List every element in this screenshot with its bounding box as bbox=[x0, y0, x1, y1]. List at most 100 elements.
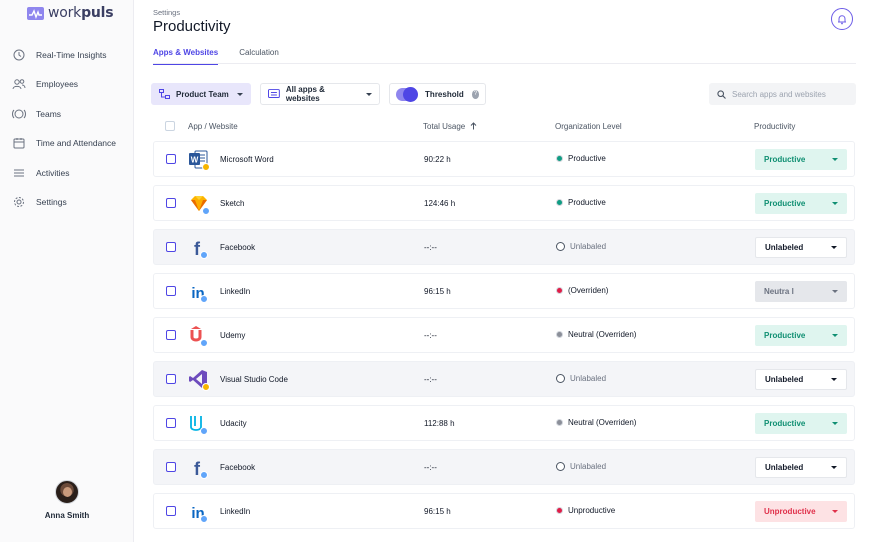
apps-list-icon bbox=[268, 89, 280, 98]
chevron-down-icon bbox=[831, 246, 837, 249]
row-checkbox[interactable] bbox=[166, 242, 176, 252]
total-usage: 96:15 h bbox=[424, 507, 451, 516]
vscode-icon bbox=[188, 369, 210, 391]
app-name: LinkedIn bbox=[220, 507, 251, 516]
apps-filter-select[interactable]: All apps & websites bbox=[260, 83, 380, 105]
breadcrumb[interactable]: Settings bbox=[153, 8, 181, 17]
chevron-down-icon bbox=[832, 158, 838, 161]
chevron-down-icon bbox=[831, 466, 837, 469]
status-dot bbox=[556, 462, 565, 471]
row-checkbox[interactable] bbox=[166, 462, 176, 472]
row-checkbox[interactable] bbox=[166, 154, 176, 164]
notifications-button[interactable] bbox=[831, 8, 853, 30]
table-row: Visual Studio Code --:-- Unlabaled Unlab… bbox=[153, 361, 855, 397]
org-level: Unlabaled bbox=[556, 242, 606, 251]
threshold-control: Threshold ? bbox=[389, 83, 486, 105]
team-icon bbox=[159, 89, 170, 99]
sidebar-item-label: Real-Time Insights bbox=[36, 49, 107, 60]
status-dot bbox=[556, 507, 563, 514]
linkedin-icon: in bbox=[188, 501, 210, 523]
productivity-select[interactable]: Productive bbox=[755, 149, 847, 170]
list-icon bbox=[12, 166, 26, 180]
threshold-toggle[interactable] bbox=[396, 86, 419, 102]
productivity-select[interactable]: Unproductive bbox=[755, 501, 847, 522]
sidebar-item-activities[interactable]: Activities bbox=[0, 158, 134, 188]
calendar-icon bbox=[12, 136, 26, 150]
search-input[interactable] bbox=[732, 89, 842, 99]
row-checkbox[interactable] bbox=[166, 418, 176, 428]
select-all-checkbox[interactable] bbox=[165, 121, 175, 131]
sidebar-item-real-time-insights[interactable]: Real-Time Insights bbox=[0, 40, 134, 70]
app-name: Facebook bbox=[220, 463, 256, 472]
org-level: Unlabaled bbox=[556, 462, 606, 471]
chevron-down-icon bbox=[832, 334, 838, 337]
chevron-down-icon bbox=[832, 202, 838, 205]
productivity-select[interactable]: Productive bbox=[755, 413, 847, 434]
workpuls-logo[interactable]: workpuls bbox=[27, 4, 114, 22]
sidebar-item-settings[interactable]: Settings bbox=[0, 188, 134, 218]
chevron-down-icon bbox=[831, 378, 837, 381]
productivity-select[interactable]: Neutra l bbox=[755, 281, 847, 302]
udacity-icon bbox=[188, 413, 210, 435]
threshold-label: Threshold bbox=[425, 89, 464, 99]
search-box bbox=[709, 83, 856, 105]
sidebar-item-employees[interactable]: Employees bbox=[0, 70, 134, 100]
user-profile[interactable]: Anna Smith bbox=[0, 480, 134, 520]
apps-filter-label: All apps & websites bbox=[285, 85, 325, 103]
bell-icon bbox=[838, 14, 846, 24]
productivity-select[interactable]: Productive bbox=[755, 193, 847, 214]
column-header-usage[interactable]: Total Usage bbox=[423, 122, 477, 131]
teams-icon bbox=[12, 107, 26, 121]
productivity-select[interactable]: Unlabeled bbox=[755, 457, 847, 478]
app-name: Visual Studio Code bbox=[220, 375, 288, 384]
row-checkbox[interactable] bbox=[166, 286, 176, 296]
sidebar-item-time-and-attendance[interactable]: Time and Attendance bbox=[0, 129, 134, 159]
table-row: in LinkedIn 96:15 h Unproductive Unprodu… bbox=[153, 493, 855, 529]
logo-text: workpuls bbox=[48, 5, 114, 21]
people-icon bbox=[12, 77, 26, 91]
org-level: (Overriden) bbox=[556, 286, 608, 295]
chevron-down-icon bbox=[237, 92, 243, 96]
sidebar-item-label: Employees bbox=[36, 79, 79, 90]
table-row: Udemy --:-- Neutral (Overriden) Producti… bbox=[153, 317, 855, 353]
row-checkbox[interactable] bbox=[166, 506, 176, 516]
org-level: Neutral (Overriden) bbox=[556, 418, 636, 427]
linkedin-icon: in bbox=[188, 281, 210, 303]
clock-icon bbox=[12, 48, 26, 62]
row-checkbox[interactable] bbox=[166, 374, 176, 384]
app-name: Udacity bbox=[220, 419, 247, 428]
sidebar-item-teams[interactable]: Teams bbox=[0, 99, 134, 129]
facebook-icon: f bbox=[188, 237, 210, 259]
chevron-down-icon bbox=[366, 92, 372, 96]
sidebar-item-label: Teams bbox=[36, 108, 62, 119]
chevron-down-icon bbox=[832, 290, 838, 293]
app-name: Udemy bbox=[220, 331, 246, 340]
team-select[interactable]: Product Team bbox=[151, 83, 251, 105]
table-row: Udacity 112:88 h Neutral (Overriden) Pro… bbox=[153, 405, 855, 441]
total-usage: --:-- bbox=[424, 243, 437, 252]
column-header-productivity[interactable]: Productivity bbox=[754, 122, 796, 131]
sidebar-item-label: Settings bbox=[36, 197, 67, 208]
row-checkbox[interactable] bbox=[166, 198, 176, 208]
word-icon: W bbox=[188, 149, 210, 171]
app-name: Facebook bbox=[220, 243, 256, 252]
total-usage: --:-- bbox=[424, 331, 437, 340]
total-usage: --:-- bbox=[424, 375, 437, 384]
column-header-app[interactable]: App / Website bbox=[188, 122, 238, 131]
column-header-org-level[interactable]: Organization Level bbox=[555, 122, 622, 131]
tabs-divider bbox=[153, 63, 856, 64]
table-row: f Facebook --:-- Unlabaled Unlabeled bbox=[153, 449, 855, 485]
udemy-icon bbox=[188, 325, 210, 347]
tab-apps-websites[interactable]: Apps & Websites bbox=[153, 48, 219, 65]
row-checkbox[interactable] bbox=[166, 330, 176, 340]
productivity-select[interactable]: Unlabeled bbox=[755, 369, 847, 390]
chevron-down-icon bbox=[832, 422, 838, 425]
productivity-select[interactable]: Productive bbox=[755, 325, 847, 346]
productivity-select[interactable]: Unlabeled bbox=[755, 237, 847, 258]
sidebar: workpuls Real-Time Insights Employees Te… bbox=[0, 0, 134, 542]
table-row: W Microsoft Word 90:22 h Productive Prod… bbox=[153, 141, 855, 177]
avatar[interactable] bbox=[55, 480, 79, 504]
tab-calculation[interactable]: Calculation bbox=[239, 48, 279, 57]
help-icon[interactable]: ? bbox=[471, 89, 479, 99]
table-body: W Microsoft Word 90:22 h Productive Prod… bbox=[153, 141, 855, 537]
